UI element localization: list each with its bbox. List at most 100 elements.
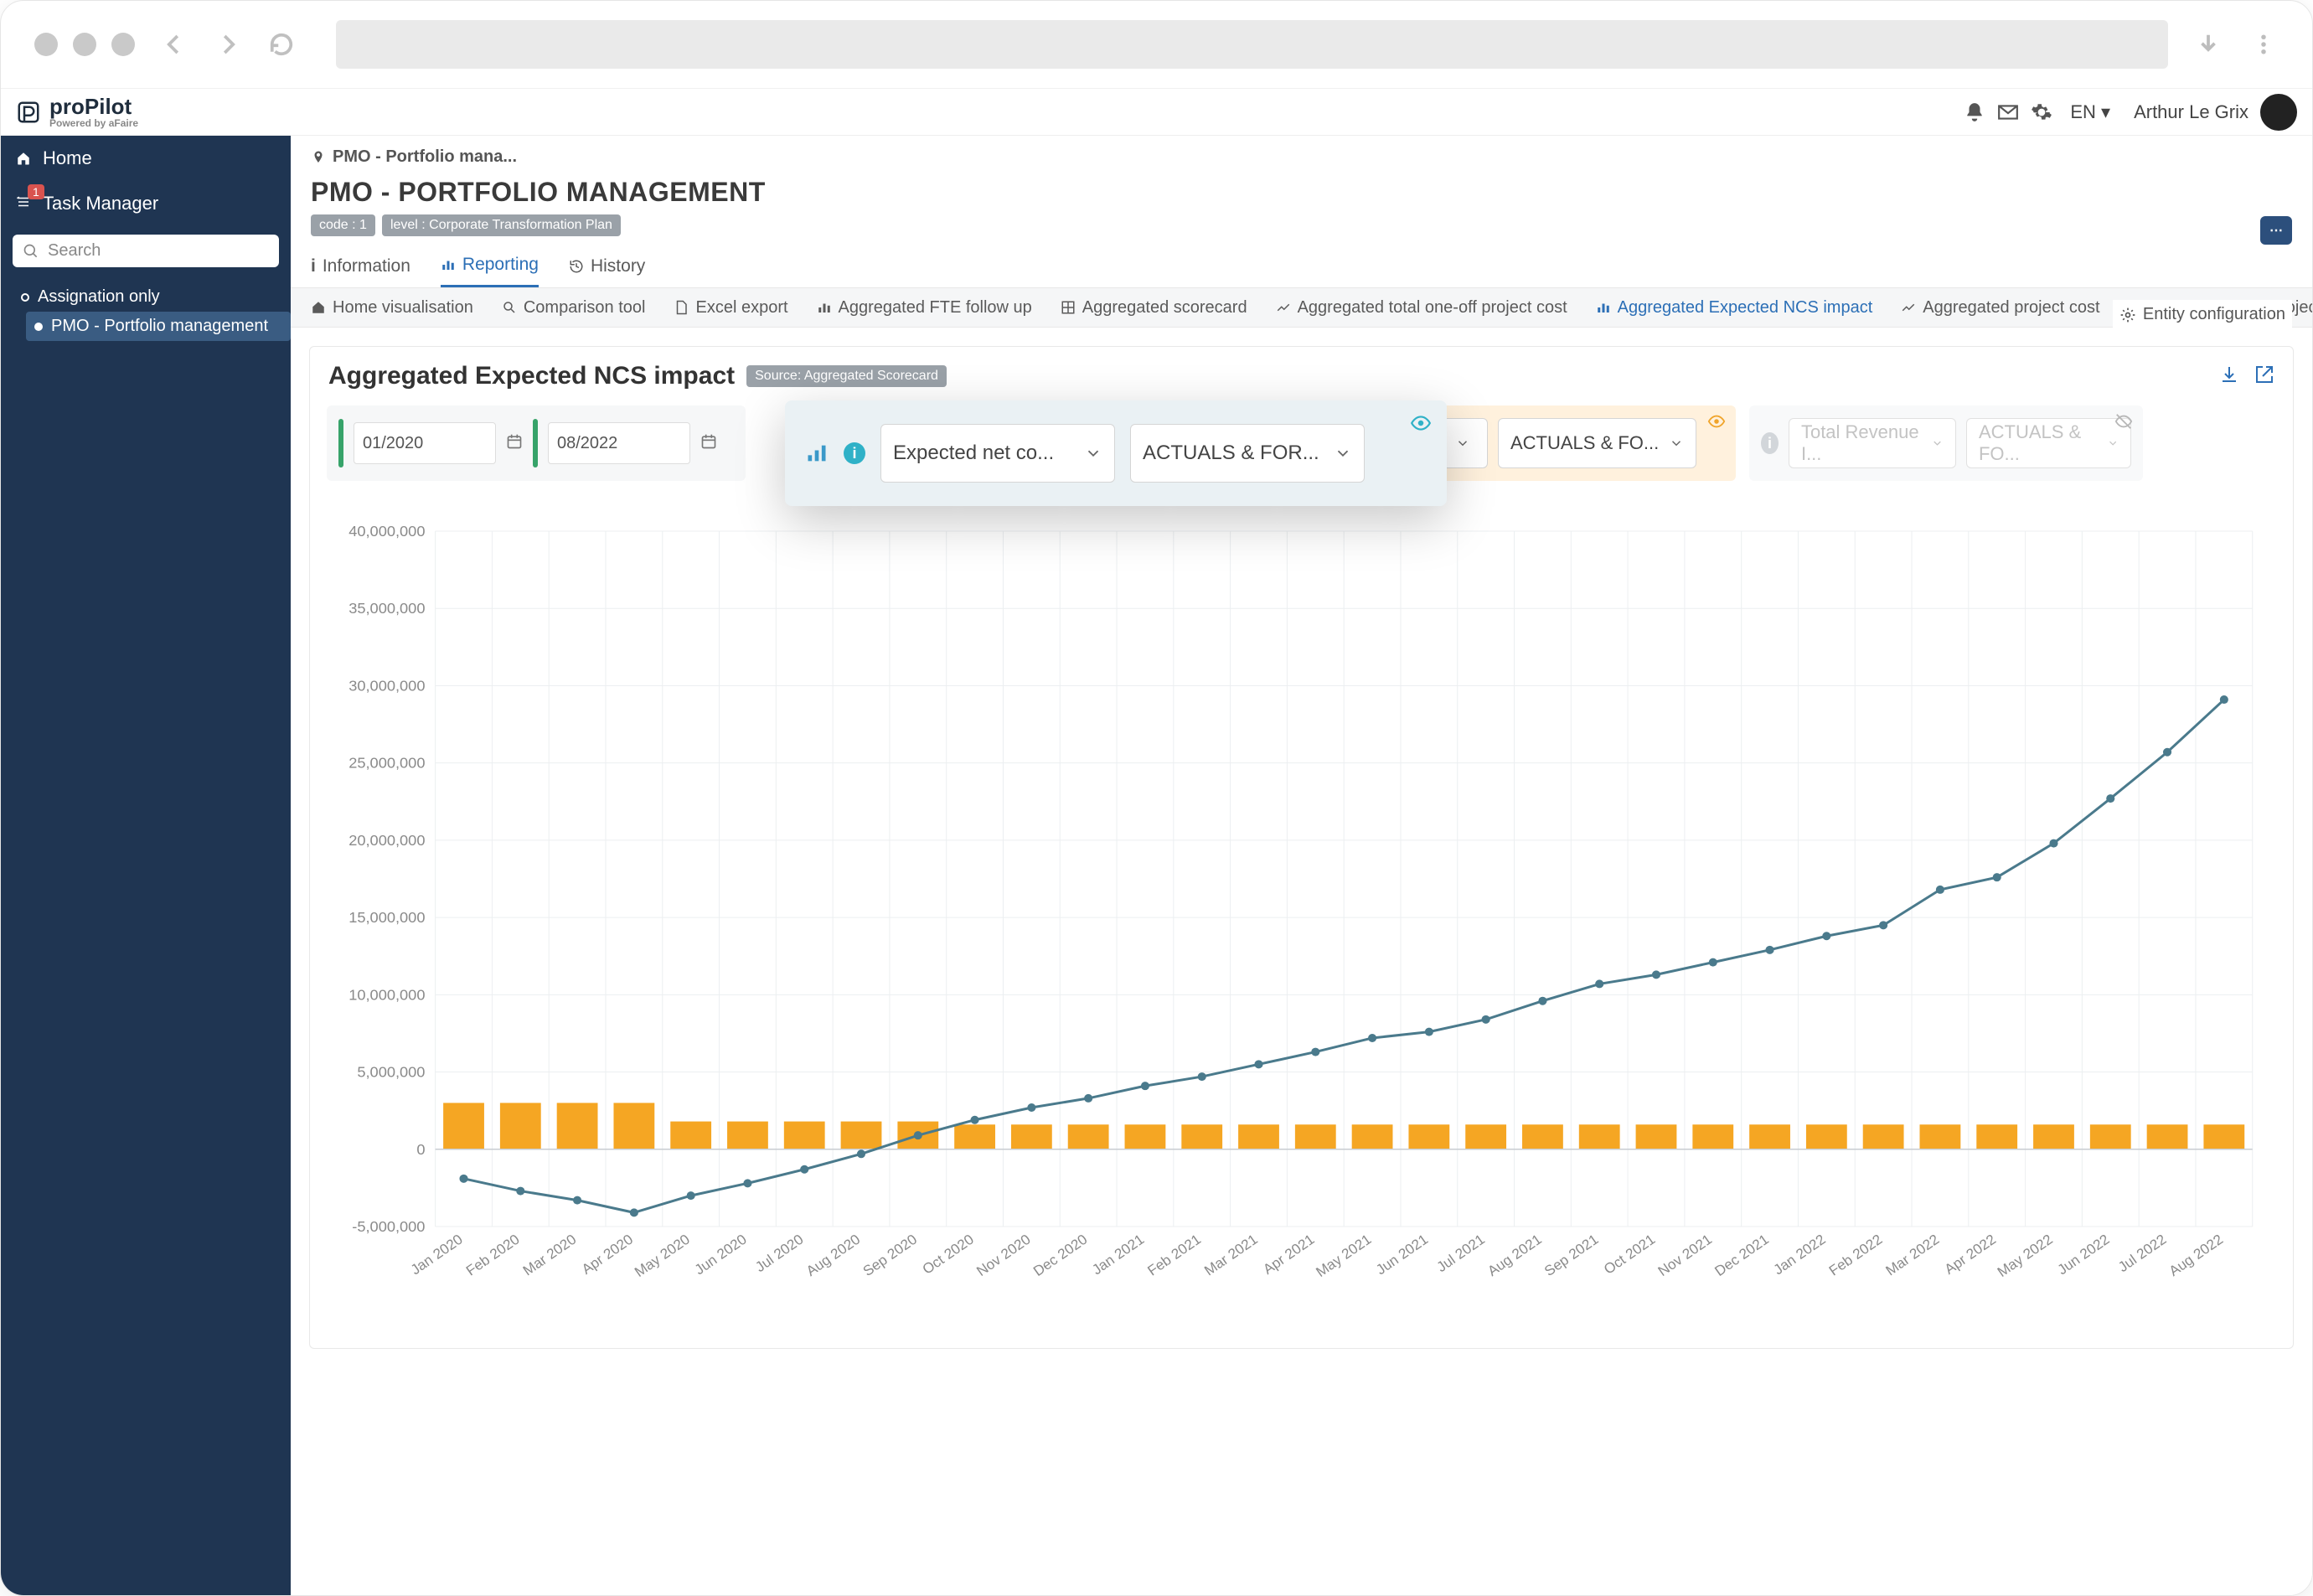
grid-icon [1061, 300, 1076, 315]
date-to-input[interactable] [548, 422, 690, 464]
tab-history[interactable]: History [569, 245, 645, 287]
select-label: Total Revenue I... [1801, 421, 1921, 465]
chip-code: code : 1 [311, 214, 375, 236]
radio-icon [21, 293, 29, 302]
eye-off-icon[interactable] [2114, 412, 2133, 435]
avatar[interactable] [2260, 94, 2297, 131]
browser-frame: proPilot Powered by aFaire EN ▾ Arthur L… [0, 0, 2313, 1596]
sidebar-tree: Assignation only PMO - Portfolio managem… [1, 276, 291, 341]
signal-icon [805, 442, 829, 465]
series-select[interactable]: ACTUALS & FO... [1966, 418, 2131, 468]
reload-button[interactable] [267, 30, 296, 59]
search-input[interactable]: Search [13, 235, 279, 267]
select-label: Expected net co... [893, 442, 1054, 465]
subtab-agg-ncs[interactable]: Aggregated Expected NCS impact [1596, 298, 1873, 318]
svg-text:Sep 2021: Sep 2021 [1541, 1232, 1601, 1279]
info-icon[interactable]: i [844, 442, 865, 464]
svg-text:Aug 2022: Aug 2022 [2166, 1232, 2226, 1279]
window-dot[interactable] [111, 33, 135, 56]
open-external-icon[interactable] [2254, 364, 2274, 389]
chart-icon [1596, 300, 1611, 315]
gear-icon[interactable] [2025, 96, 2058, 129]
breadcrumb-text[interactable]: PMO - Portfolio mana... [333, 147, 517, 167]
page-chips: code : 1 level : Corporate Transformatio… [311, 214, 2292, 236]
chip-level: level : Corporate Transformation Plan [382, 214, 621, 236]
app-logo[interactable]: proPilot Powered by aFaire [16, 96, 138, 129]
tab-label: History [591, 256, 645, 276]
search-icon [502, 300, 517, 315]
subtab-agg-scorecard[interactable]: Aggregated scorecard [1061, 298, 1247, 318]
browser-menu-icon[interactable] [2248, 29, 2279, 59]
svg-text:40,000,000: 40,000,000 [348, 523, 425, 540]
subtab-home-visualisation[interactable]: Home visualisation [311, 298, 473, 318]
subtab-agg-fte[interactable]: Aggregated FTE follow up [817, 298, 1032, 318]
chevron-down-icon [1084, 444, 1102, 462]
subtab-label: Aggregated scorecard [1082, 298, 1247, 318]
chevron-down-icon [1669, 436, 1684, 451]
more-button[interactable]: ⋯ [2260, 216, 2292, 245]
svg-text:Oct 2020: Oct 2020 [920, 1232, 977, 1278]
svg-text:0: 0 [416, 1141, 425, 1158]
eye-icon[interactable] [1410, 412, 1432, 438]
download-icon[interactable] [2193, 29, 2223, 59]
mail-icon[interactable] [1991, 96, 2025, 129]
sidebar-item-home[interactable]: Home [1, 136, 291, 181]
url-bar[interactable] [336, 20, 2168, 69]
subtab-agg-cost[interactable]: Aggregated project cost [1901, 298, 2099, 318]
svg-text:Nov 2020: Nov 2020 [973, 1232, 1033, 1279]
metric-select[interactable]: Total Revenue I... [1789, 418, 1956, 468]
panel-header: Aggregated Expected NCS impact Source: A… [310, 347, 2293, 405]
user-name[interactable]: Arthur Le Grix [2122, 101, 2260, 123]
subtab-comparison[interactable]: Comparison tool [502, 298, 646, 318]
metric-select[interactable]: Expected net co... [880, 424, 1115, 483]
tab-information[interactable]: iInformation [311, 245, 410, 287]
sidebar-item-task-manager[interactable]: 1 Task Manager [1, 181, 291, 226]
bar-chart-icon [441, 257, 456, 272]
subtab-excel[interactable]: Excel export [674, 298, 787, 318]
app: proPilot Powered by aFaire EN ▾ Arthur L… [1, 89, 2312, 1595]
svg-text:Jan 2021: Jan 2021 [1089, 1232, 1147, 1278]
calendar-icon[interactable] [700, 433, 717, 454]
svg-text:Apr 2021: Apr 2021 [1260, 1232, 1317, 1278]
page-header: PMO - PORTFOLIO MANAGEMENT code : 1 leve… [291, 172, 2312, 245]
window-dot[interactable] [34, 33, 58, 56]
accent-bar [533, 419, 538, 467]
date-from-input[interactable] [354, 422, 496, 464]
svg-text:Feb 2020: Feb 2020 [463, 1232, 523, 1279]
language-select[interactable]: EN ▾ [2058, 101, 2122, 123]
bell-icon[interactable] [1958, 96, 1991, 129]
svg-text:Mar 2021: Mar 2021 [1201, 1232, 1261, 1279]
tree-pmo-portfolio[interactable]: PMO - Portfolio management [26, 312, 291, 341]
calendar-icon[interactable] [506, 433, 523, 454]
tree-assignation-only[interactable]: Assignation only [13, 282, 291, 312]
secondary-tabs: Home visualisation Comparison tool Excel… [291, 288, 2312, 328]
svg-text:10,000,000: 10,000,000 [348, 986, 425, 1003]
series-card-secondary: ACTUALS & FO... [1426, 405, 1736, 481]
series-select[interactable]: ACTUALS & FOR... [1130, 424, 1365, 483]
app-body: Home 1 Task Manager Search Assig [1, 136, 2312, 1595]
svg-text:5,000,000: 5,000,000 [357, 1064, 425, 1081]
back-button[interactable] [160, 30, 188, 59]
svg-text:Mar 2020: Mar 2020 [520, 1232, 580, 1279]
tree-label: Assignation only [38, 287, 160, 307]
svg-text:May 2021: May 2021 [1313, 1232, 1374, 1280]
svg-text:Aug 2021: Aug 2021 [1484, 1232, 1544, 1279]
chevron-down-icon [1455, 436, 1470, 451]
svg-text:Jan 2020: Jan 2020 [408, 1232, 466, 1278]
series-select[interactable]: ACTUALS & FO... [1498, 418, 1696, 468]
file-icon [674, 300, 689, 315]
forward-button[interactable] [214, 30, 242, 59]
download-icon[interactable] [2219, 364, 2239, 389]
app-topbar: proPilot Powered by aFaire EN ▾ Arthur L… [1, 89, 2312, 136]
window-dot[interactable] [73, 33, 96, 56]
eye-icon[interactable] [1707, 412, 1726, 435]
entity-config-link[interactable]: Entity configuration [2113, 300, 2292, 329]
svg-text:Sep 2020: Sep 2020 [860, 1232, 920, 1279]
tab-reporting[interactable]: Reporting [441, 245, 539, 287]
radio-icon [34, 323, 43, 331]
sidebar: Home 1 Task Manager Search Assig [1, 136, 291, 1595]
metric-popover: i Expected net co... ACTUALS & FOR... [785, 400, 1447, 506]
chevron-down-icon [2107, 436, 2119, 451]
svg-text:Jul 2022: Jul 2022 [2115, 1232, 2169, 1275]
subtab-agg-oneoff[interactable]: Aggregated total one-off project cost [1276, 298, 1567, 318]
